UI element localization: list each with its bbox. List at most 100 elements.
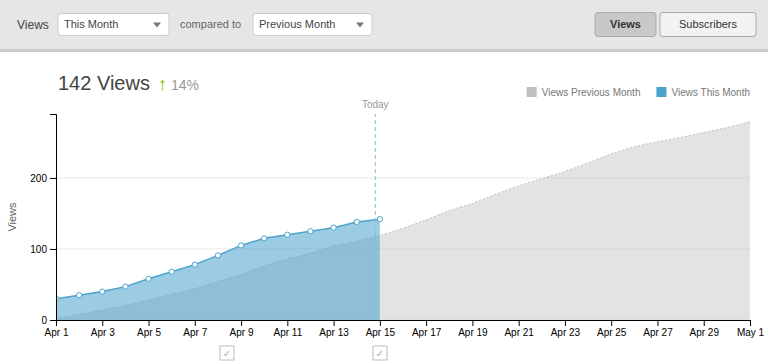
- y-axis: 0 100 200: [30, 115, 56, 326]
- button-label[interactable]: Views: [610, 18, 641, 30]
- data-point: [169, 269, 174, 274]
- x-tick: Apr 21: [504, 320, 534, 338]
- trend-arrow: ↑: [158, 74, 167, 94]
- x-tick-label: Apr 9: [230, 327, 254, 338]
- x-tick-mark: [519, 320, 520, 326]
- x-tick-label: Apr 11: [273, 327, 302, 338]
- data-point: [285, 232, 290, 237]
- y-tick-label: 100: [30, 244, 47, 255]
- x-tick-mark: [472, 320, 473, 326]
- x-axis: Apr 1 Apr 3 Apr 5 Apr 7 Apr 9 Apr 11 Apr 13 Apr…: [45, 320, 765, 338]
- x-tick-label: Apr 27: [643, 327, 673, 338]
- x-tick-label: Apr 23: [551, 327, 581, 338]
- button-box[interactable]: [660, 13, 756, 37]
- data-point: [377, 217, 382, 222]
- x-tick: Apr 9: [230, 320, 254, 338]
- data-point: [262, 236, 267, 241]
- dropdown[interactable]: Previous Month: [253, 14, 372, 36]
- button-label[interactable]: Subscribers: [679, 18, 738, 30]
- x-tick-label: Apr 29: [689, 327, 719, 338]
- x-tick-mark: [565, 320, 566, 326]
- x-tick-mark: [195, 320, 196, 326]
- x-tick-label: Apr 13: [319, 327, 349, 338]
- legend-label: Views This Month: [671, 87, 750, 98]
- y-tick-mark: [50, 249, 56, 250]
- x-tick-label: Apr 7: [183, 327, 207, 338]
- x-tick-mark: [611, 320, 612, 326]
- data-point: [77, 293, 82, 298]
- data-point: [238, 243, 243, 248]
- calendar-icon[interactable]: ✓: [376, 348, 384, 359]
- y-tick: 200: [30, 173, 56, 184]
- x-tick-label: Apr 15: [366, 327, 396, 338]
- dropdown-arrow[interactable]: [153, 23, 161, 28]
- data-point: [308, 229, 313, 234]
- today-line: [375, 114, 376, 320]
- x-tick: Apr 29: [689, 320, 719, 338]
- x-tick-mark: [750, 320, 751, 326]
- series-area: [56, 122, 750, 320]
- series-line: [56, 219, 380, 299]
- x-tick-mark: [426, 320, 427, 326]
- series-area: [56, 219, 380, 320]
- x-tick-mark: [657, 320, 658, 326]
- x-tick-mark: [704, 320, 705, 326]
- y-axis-title: Views: [6, 202, 18, 232]
- x-tick: Apr 3: [91, 320, 115, 338]
- legend-label: Views Previous Month: [542, 87, 641, 98]
- x-axis-line: [57, 321, 751, 327]
- header-bar: [0, 0, 768, 49]
- legend-item: Views This Month: [656, 87, 750, 98]
- x-tick-label: Apr 3: [91, 327, 115, 338]
- x-tick: Apr 27: [643, 320, 673, 338]
- toggle-button[interactable]: Views: [595, 13, 656, 37]
- chart: Views This Month compared to Previous Month…: [0, 0, 768, 362]
- x-tick-mark: [149, 320, 150, 326]
- x-tick: Apr 11: [273, 320, 302, 338]
- trend-percent: 14%: [171, 77, 199, 93]
- calendar-icon-box[interactable]: [373, 346, 387, 360]
- legend-item: Views Previous Month: [527, 87, 641, 98]
- data-point: [123, 284, 128, 289]
- calendar-icon[interactable]: ✓: [223, 348, 231, 359]
- y-axis-line: [50, 115, 57, 321]
- header-label: Views: [17, 18, 49, 32]
- dropdown-box[interactable]: [253, 14, 372, 36]
- x-tick-mark: [102, 320, 103, 326]
- dropdown-box[interactable]: [58, 14, 169, 36]
- toggle-button[interactable]: Subscribers: [660, 13, 756, 37]
- x-tick: Apr 19: [458, 320, 488, 338]
- y-tick-label: 200: [30, 173, 47, 184]
- x-tick: Apr 17: [412, 320, 442, 338]
- dropdown-arrow[interactable]: [356, 23, 364, 28]
- x-tick-label: Apr 17: [412, 327, 442, 338]
- x-tick-label: May 1: [737, 327, 765, 338]
- y-tick: 0: [41, 315, 56, 326]
- data-point: [354, 219, 359, 224]
- header-label: compared to: [180, 18, 241, 30]
- calendar-icon-box[interactable]: [220, 346, 234, 360]
- dropdown-label[interactable]: Previous Month: [259, 18, 335, 30]
- x-tick-label: Apr 1: [45, 327, 69, 338]
- button-box[interactable]: [595, 13, 656, 37]
- plot-area: [56, 114, 750, 320]
- x-tick: Apr 25: [597, 320, 627, 338]
- x-tick-label: Apr 25: [597, 327, 627, 338]
- data-point: [192, 262, 197, 267]
- x-tick: Apr 1: [45, 320, 69, 338]
- x-tick-mark: [334, 320, 335, 326]
- x-tick: Apr 15: [366, 320, 396, 338]
- x-tick: May 1: [737, 320, 765, 338]
- y-tick-label: 0: [41, 315, 47, 326]
- dropdown[interactable]: This Month: [58, 14, 169, 36]
- data-point: [100, 289, 105, 294]
- y-tick-mark: [50, 178, 56, 179]
- x-tick-label: Apr 19: [458, 327, 488, 338]
- data-point: [215, 253, 220, 258]
- x-tick: Apr 5: [137, 320, 161, 338]
- legend-swatch: [527, 87, 537, 97]
- data-point: [146, 276, 151, 281]
- dropdown-label[interactable]: This Month: [64, 18, 118, 30]
- today-label: Today: [362, 99, 389, 110]
- x-tick: Apr 7: [183, 320, 207, 338]
